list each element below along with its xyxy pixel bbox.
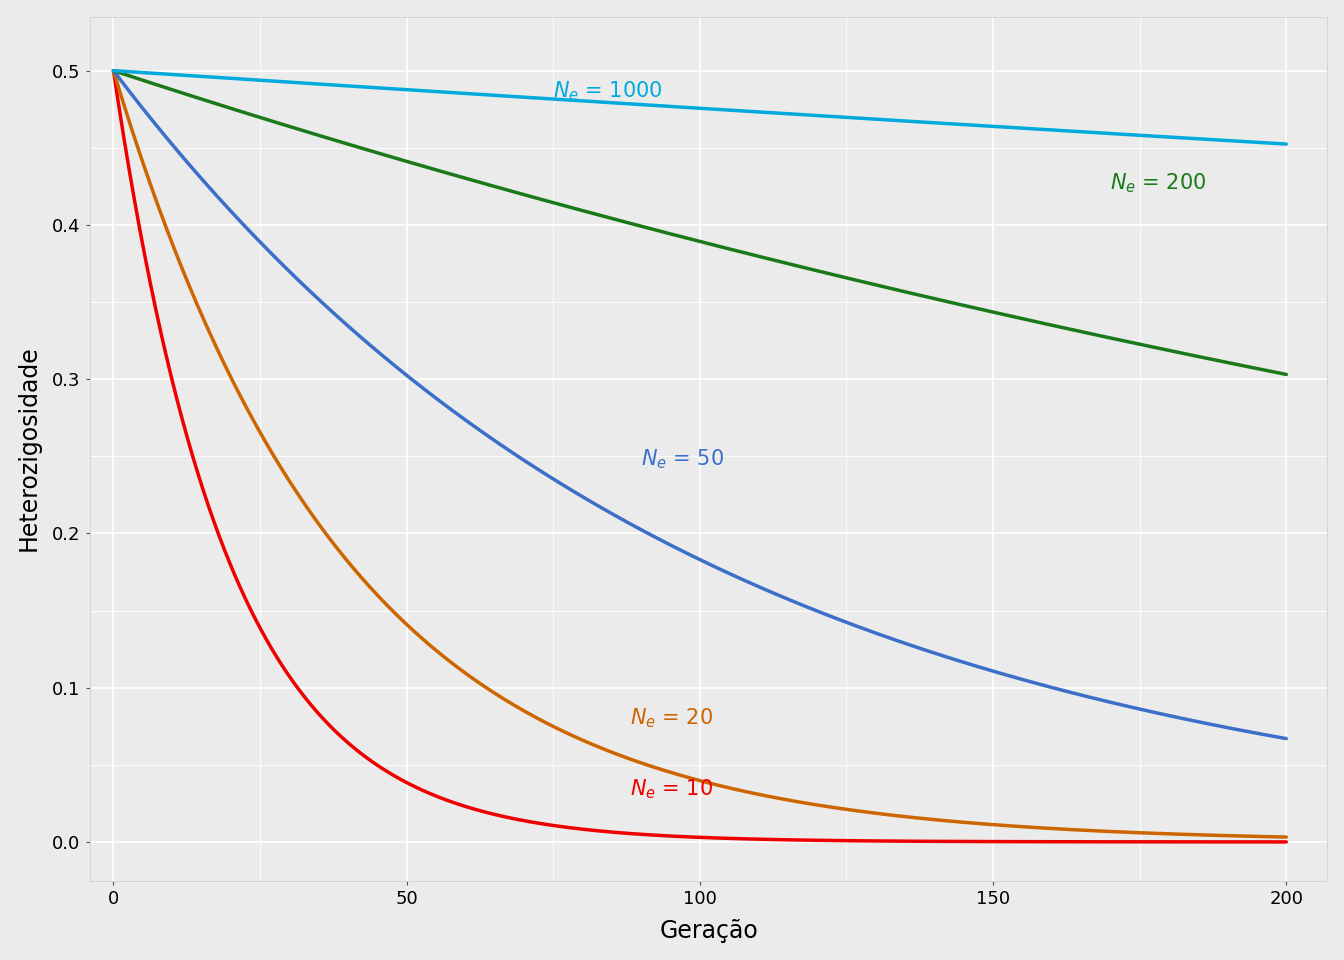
Text: $N_e$ = 20: $N_e$ = 20 (629, 707, 712, 731)
Text: $N_e$ = 50: $N_e$ = 50 (641, 447, 724, 471)
Text: $N_e$ = 200: $N_e$ = 200 (1110, 172, 1207, 195)
Text: $N_e$ = 1000: $N_e$ = 1000 (554, 79, 663, 103)
X-axis label: Geração: Geração (660, 920, 758, 944)
Y-axis label: Heterozigosidade: Heterozigosidade (16, 346, 40, 551)
Text: $N_e$ = 10: $N_e$ = 10 (629, 778, 712, 802)
